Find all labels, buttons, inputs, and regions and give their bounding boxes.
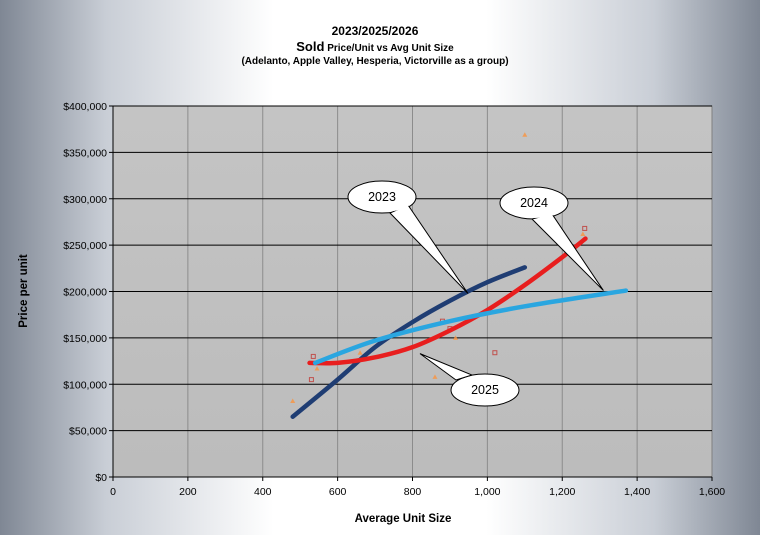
x-tick-label: 600 xyxy=(329,486,347,498)
callout-bubble-fill xyxy=(349,182,415,212)
callout-bubble-fill xyxy=(501,188,567,218)
chart-title: 2023/2025/2026 xyxy=(332,24,419,38)
y-tick-label: $200,000 xyxy=(63,287,107,299)
chart-subtitle-rest: Price/Unit vs Avg Unit Size xyxy=(324,43,454,54)
y-tick-label: $250,000 xyxy=(63,240,107,252)
x-tick-label: 1,400 xyxy=(624,486,650,498)
trendline xyxy=(290,265,528,419)
y-axis-label: Price per unit xyxy=(18,254,30,328)
x-tick-label: 400 xyxy=(254,486,272,498)
callout-pointer xyxy=(419,353,474,381)
trendlines xyxy=(290,236,629,419)
x-tick-label: 0 xyxy=(110,486,116,498)
data-point-triangle xyxy=(314,365,320,371)
chart-subtitle: Sold Price/Unit vs Avg Unit Size xyxy=(296,39,454,54)
data-point-triangle xyxy=(432,374,438,379)
axes xyxy=(109,105,713,481)
callout-label: 2025 xyxy=(471,383,499,397)
data-point-triangle xyxy=(522,132,528,137)
data-point-square xyxy=(492,350,498,356)
chart-subtitle-bold: Sold xyxy=(296,39,324,54)
x-tick-label: 1,600 xyxy=(699,486,725,498)
x-tick-label: 1,000 xyxy=(474,486,500,498)
y-tick-label: $150,000 xyxy=(63,333,107,345)
x-tick-label: 1,200 xyxy=(549,486,575,498)
chart-subtitle-region: (Adelanto, Apple Valley, Hesperia, Victo… xyxy=(241,56,508,67)
y-tick-label: $400,000 xyxy=(63,101,107,113)
callout-label: 2023 xyxy=(368,190,396,204)
data-point-triangle xyxy=(453,335,459,340)
trendline xyxy=(312,288,629,366)
y-axis-ticks: $0 $50,000 $100,000 $150,000 $200,000 $250,00… xyxy=(63,101,107,484)
callouts: 2023 2024 2025 xyxy=(347,180,604,407)
data-point-square xyxy=(308,377,314,383)
y-tick-label: $50,000 xyxy=(69,426,107,438)
callout-bubble-fill xyxy=(452,375,518,405)
trendline xyxy=(307,236,588,366)
data-point-triangle xyxy=(357,350,363,355)
y-tick-label: $300,000 xyxy=(63,194,107,206)
y-tick-label: $350,000 xyxy=(63,147,107,159)
y-tick-label: $100,000 xyxy=(63,379,107,391)
data-point-triangle xyxy=(290,398,296,403)
x-axis-ticks: 0 200 400 600 800 1,000 1,200 1,400 1,600 xyxy=(110,486,725,498)
callout-label: 2024 xyxy=(520,196,548,210)
data-point-square xyxy=(582,225,588,231)
x-tick-label: 800 xyxy=(404,486,422,498)
x-axis-label: Average Unit Size xyxy=(355,513,452,525)
data-point-triangle xyxy=(580,231,586,236)
y-tick-label: $0 xyxy=(95,472,107,484)
x-tick-label: 200 xyxy=(179,486,197,498)
data-point-square xyxy=(310,353,316,359)
